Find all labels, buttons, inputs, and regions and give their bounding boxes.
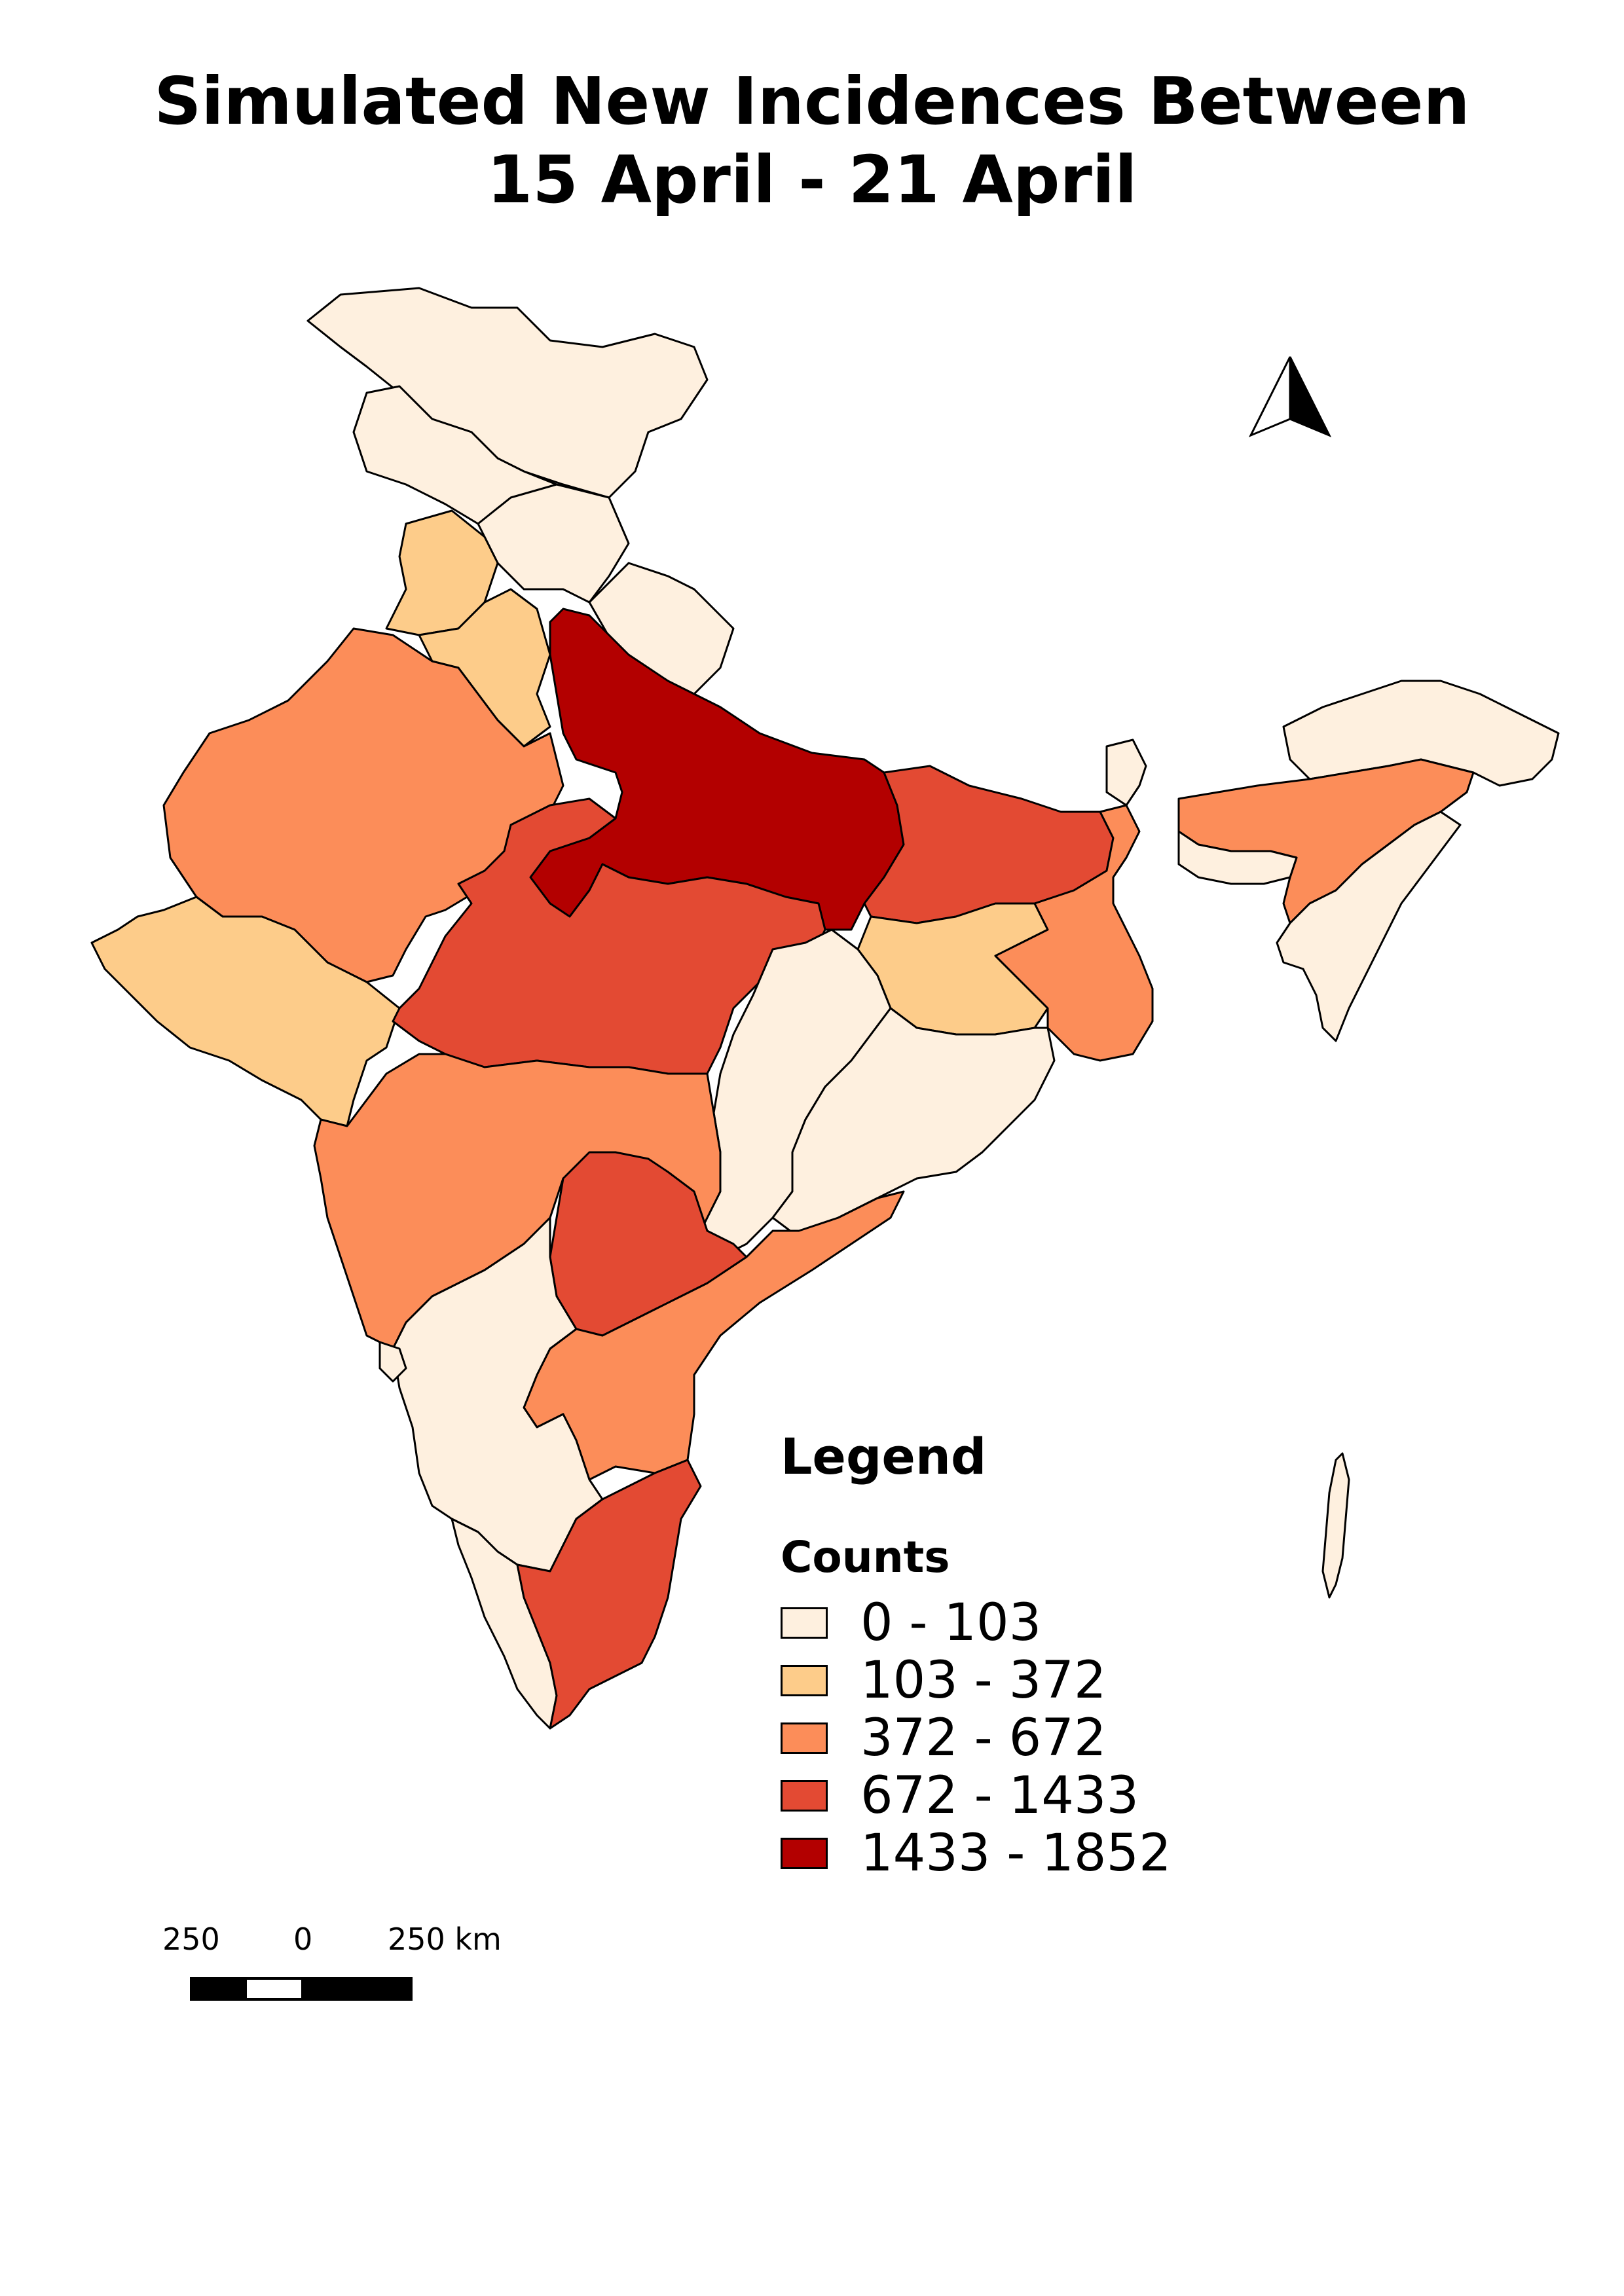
legend-item: 103 - 372	[781, 1651, 1172, 1710]
region-uttarakhand	[477, 483, 630, 604]
legend-swatch	[781, 1780, 828, 1812]
region-north-east-small-states	[1276, 811, 1462, 1042]
legend-swatch	[781, 1722, 828, 1754]
legend-label: 0 - 103	[860, 1594, 1042, 1652]
scale-label-zero: 0	[293, 1922, 313, 1957]
legend-item: 372 - 672	[781, 1709, 1172, 1768]
legend-item: 672 - 1433	[781, 1766, 1172, 1825]
legend-label: 372 - 672	[860, 1709, 1107, 1768]
scale-label-right: 250 km	[388, 1922, 502, 1957]
region-tamil-nadu	[516, 1459, 702, 1730]
region-karnataka	[392, 1216, 604, 1573]
scale-bar-seg-2	[247, 1980, 301, 1998]
region-odisha	[771, 1007, 1056, 1239]
map-title: Simulated New Incidences Between 15 Apri…	[0, 62, 1624, 219]
legend-heading: Legend	[781, 1427, 987, 1485]
region-rajasthan	[162, 627, 564, 983]
legend-item: 1433 - 1852	[781, 1824, 1172, 1883]
title-line-2: 15 April - 21 April	[487, 141, 1137, 218]
region-goa	[378, 1341, 407, 1383]
scale-bar-seg-1	[193, 1980, 247, 1998]
region-west-bengal	[994, 804, 1154, 1062]
legend-swatch	[781, 1665, 828, 1696]
legend-swatch	[781, 1607, 828, 1639]
legend-label: 1433 - 1852	[860, 1824, 1172, 1883]
region-sikkim	[1105, 738, 1147, 807]
legend-item: 0 - 103	[781, 1594, 1172, 1652]
region-gujarat	[90, 896, 401, 1127]
legend-subheading: Counts	[781, 1532, 950, 1582]
north-arrow-icon	[1248, 356, 1332, 437]
legend-list: 0 - 103 103 - 372 372 - 672 672 - 1433 1433 …	[781, 1594, 1172, 1883]
region-andaman-nicobar	[1321, 1452, 1350, 1599]
legend-label: 672 - 1433	[860, 1766, 1139, 1825]
region-meghalaya	[1177, 830, 1298, 885]
title-line-1: Simulated New Incidences Between	[154, 63, 1470, 139]
scale-bar-seg-4	[356, 1980, 410, 1998]
legend-swatch	[781, 1838, 828, 1869]
scale-bar-seg-3	[301, 1980, 356, 1998]
scale-bar	[190, 1977, 413, 2001]
legend-label: 103 - 372	[860, 1651, 1107, 1710]
scale-label-left: 250	[162, 1922, 220, 1957]
